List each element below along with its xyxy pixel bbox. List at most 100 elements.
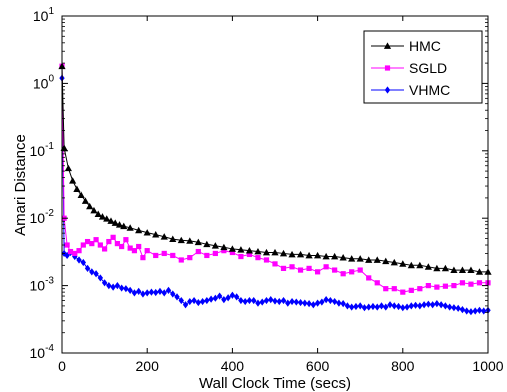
y-tick-exponent: 1 <box>48 6 54 17</box>
data-point-vhmc <box>225 294 231 302</box>
data-point-hmc <box>399 260 407 267</box>
data-point-vhmc <box>178 296 184 305</box>
data-point-vhmc <box>276 297 282 306</box>
data-point-sgld <box>161 250 167 257</box>
series-sgld <box>59 63 491 295</box>
data-point-vhmc <box>246 296 253 305</box>
legend-marker <box>384 86 391 94</box>
y-tick-label: 10-1 <box>30 141 55 159</box>
data-point-hmc <box>382 257 390 265</box>
data-point-hmc <box>245 247 254 254</box>
data-point-hmc <box>356 255 364 262</box>
y-tick-label: 101 <box>33 6 55 24</box>
data-point-sgld <box>374 280 380 286</box>
data-point-vhmc <box>268 295 274 304</box>
data-point-vhmc <box>314 299 321 307</box>
data-point-sgld <box>153 252 159 259</box>
data-point-hmc <box>365 256 373 263</box>
y-tick-exponent: -1 <box>45 141 54 152</box>
data-point-vhmc <box>216 292 223 300</box>
data-point-sgld <box>89 240 95 247</box>
data-point-sgld <box>255 255 261 261</box>
data-point-hmc <box>186 237 194 244</box>
data-point-vhmc <box>84 264 91 272</box>
data-point-sgld <box>272 261 278 267</box>
legend-marker <box>384 65 391 71</box>
data-point-vhmc <box>425 300 432 308</box>
data-point-sgld <box>289 264 295 270</box>
data-point-vhmc <box>153 288 159 297</box>
legend-entries: HMC SGLD VHMC <box>371 38 450 98</box>
data-point-sgld <box>67 248 74 255</box>
y-tick-label: 10-4 <box>30 343 55 361</box>
data-point-vhmc <box>140 290 146 298</box>
data-point-vhmc <box>174 293 180 301</box>
x-tick-label: 600 <box>306 358 330 374</box>
data-point-vhmc <box>421 301 427 309</box>
data-point-vhmc <box>404 303 410 311</box>
data-point-hmc <box>143 229 151 236</box>
data-point-vhmc <box>446 303 453 311</box>
data-point-hmc <box>467 266 475 273</box>
data-point-hmc <box>254 247 262 255</box>
data-point-sgld <box>170 252 176 259</box>
data-point-vhmc <box>93 270 99 278</box>
y-tick-base: 10 <box>30 345 46 361</box>
data-point-sgld <box>136 243 142 250</box>
data-point-hmc <box>90 206 98 214</box>
data-point-vhmc <box>97 274 104 282</box>
data-point-hmc <box>98 213 107 220</box>
data-point-vhmc <box>272 297 278 305</box>
data-point-sgld <box>119 243 125 250</box>
x-axis-title: Wall Clock Time (secs) <box>199 375 351 392</box>
data-point-hmc <box>331 252 339 260</box>
y-tick-label: 10-2 <box>30 208 55 226</box>
data-point-sgld <box>187 255 193 261</box>
data-point-vhmc <box>323 295 329 304</box>
y-tick-exponent: 0 <box>48 73 54 84</box>
data-point-vhmc <box>370 302 376 311</box>
data-point-hmc <box>194 238 202 246</box>
data-point-vhmc <box>144 289 150 297</box>
data-point-sgld <box>72 250 78 257</box>
data-point-vhmc <box>229 291 236 299</box>
data-point-vhmc <box>306 300 312 308</box>
data-point-vhmc <box>438 301 444 309</box>
plot-frame <box>61 15 489 354</box>
data-point-vhmc <box>127 286 133 294</box>
data-point-hmc <box>373 256 381 263</box>
data-point-vhmc <box>280 296 287 305</box>
data-point-vhmc <box>442 302 449 310</box>
y-tick-label: 100 <box>33 73 55 91</box>
data-point-vhmc <box>344 302 351 310</box>
data-point-hmc <box>135 226 143 234</box>
data-point-sgld <box>221 248 227 254</box>
data-point-vhmc <box>165 286 172 294</box>
data-point-vhmc <box>336 299 342 307</box>
data-point-hmc <box>475 268 484 275</box>
data-point-sgld <box>123 237 129 243</box>
data-point-vhmc <box>455 304 461 312</box>
legend-label: VHMC <box>409 82 450 98</box>
data-point-sgld <box>204 252 210 259</box>
data-point-hmc <box>296 250 305 258</box>
data-point-vhmc <box>259 298 265 306</box>
y-tick-base: 10 <box>33 75 49 91</box>
data-point-sgld <box>459 280 466 286</box>
data-point-vhmc <box>297 298 304 307</box>
data-point-sgld <box>127 245 133 251</box>
data-point-hmc <box>152 231 160 238</box>
data-point-vhmc <box>429 301 436 309</box>
data-point-vhmc <box>302 299 308 307</box>
data-point-vhmc <box>417 302 423 310</box>
data-point-sgld <box>131 248 138 254</box>
data-point-sgld <box>323 264 329 270</box>
x-tick-label: 1000 <box>472 358 503 374</box>
data-point-sgld <box>417 286 423 292</box>
data-point-sgld <box>434 284 440 290</box>
data-point-sgld <box>93 237 99 243</box>
data-point-vhmc <box>187 297 193 306</box>
data-point-hmc <box>73 185 81 193</box>
